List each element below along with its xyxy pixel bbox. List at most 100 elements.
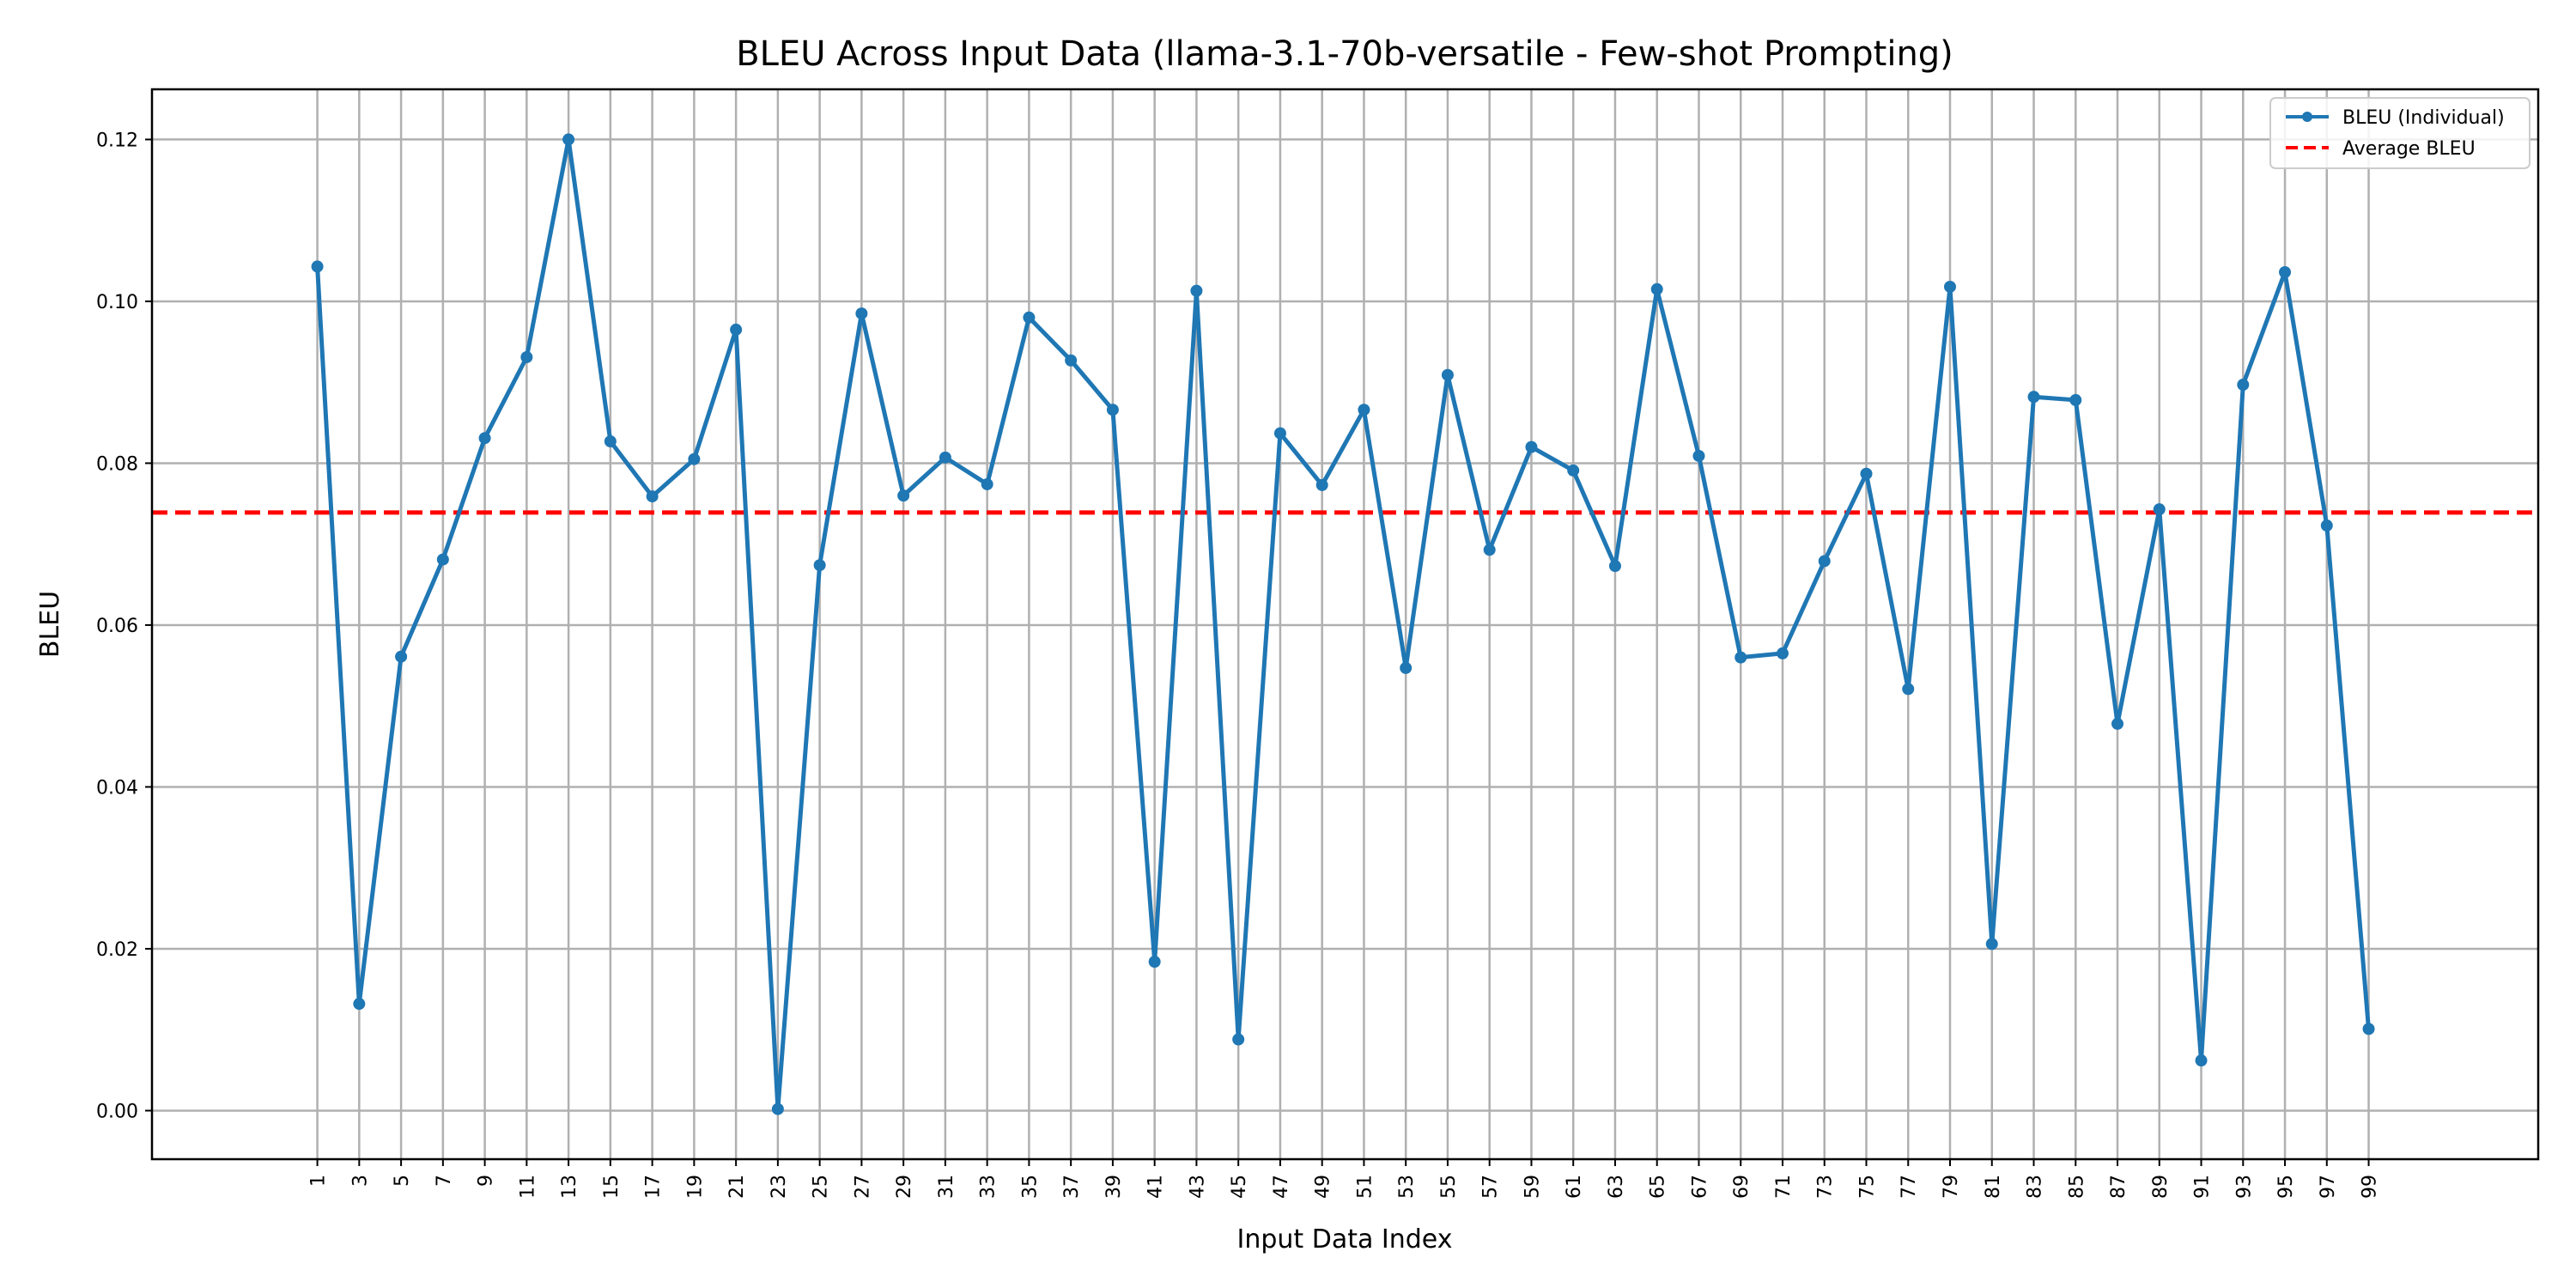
legend-label-average: Average BLEU xyxy=(2342,138,2476,160)
data-point xyxy=(1106,404,1119,416)
data-point xyxy=(311,260,324,273)
x-tick-label: 79 xyxy=(1941,1175,1962,1199)
x-tick-label: 25 xyxy=(811,1175,832,1199)
y-axis-ticks: 0.00 0.02 0.04 0.06 0.08 0.10 0.12 xyxy=(96,130,152,1122)
x-tick-label: 61 xyxy=(1564,1175,1585,1199)
x-tick-label: 1 xyxy=(308,1175,330,1187)
x-tick-label: 63 xyxy=(1606,1175,1627,1199)
x-tick-label: 59 xyxy=(1522,1175,1543,1199)
x-tick-label: 39 xyxy=(1103,1175,1125,1199)
data-point xyxy=(1985,938,1998,951)
data-point xyxy=(688,453,701,465)
data-point xyxy=(2237,379,2250,392)
bleu-individual-line xyxy=(315,137,2371,1112)
data-point xyxy=(2069,393,2082,406)
x-tick-label: 57 xyxy=(1480,1175,1502,1199)
x-tick-label: 15 xyxy=(601,1175,623,1199)
x-tick-label: 95 xyxy=(2275,1175,2297,1199)
x-tick-label: 5 xyxy=(392,1175,413,1187)
data-point xyxy=(1944,280,1957,293)
x-tick-label: 29 xyxy=(894,1175,915,1199)
legend: BLEU (Individual) Average BLEU xyxy=(2269,97,2530,169)
x-tick-label: 21 xyxy=(726,1175,748,1199)
data-point xyxy=(813,559,826,572)
y-tick-label: 0.04 xyxy=(96,777,138,799)
x-tick-label: 11 xyxy=(517,1175,538,1199)
data-point xyxy=(436,553,449,566)
data-point xyxy=(730,323,743,336)
data-point xyxy=(1650,283,1663,295)
x-tick-label: 67 xyxy=(1689,1175,1710,1199)
data-point xyxy=(646,490,659,503)
data-point xyxy=(1400,661,1413,674)
data-point xyxy=(2027,391,2040,404)
x-tick-label: 71 xyxy=(1773,1175,1795,1199)
x-tick-label: 87 xyxy=(2108,1175,2129,1199)
data-point xyxy=(771,1103,784,1115)
data-point xyxy=(520,350,533,363)
x-tick-label: 75 xyxy=(1856,1175,1878,1199)
y-tick-label: 0.00 xyxy=(96,1101,138,1122)
y-tick-label: 0.02 xyxy=(96,939,138,961)
data-point xyxy=(1902,683,1915,696)
data-point xyxy=(1776,647,1789,659)
legend-series-marker xyxy=(2302,112,2312,122)
x-tick-label: 97 xyxy=(2318,1175,2339,1199)
chart-title: BLEU Across Input Data (llama-3.1-70b-ve… xyxy=(736,34,1953,74)
series-layer xyxy=(311,133,2375,1115)
x-tick-label: 51 xyxy=(1354,1175,1376,1199)
data-point xyxy=(1273,427,1286,440)
data-point xyxy=(1232,1033,1245,1046)
data-point xyxy=(2362,1023,2375,1036)
x-tick-label: 85 xyxy=(2066,1175,2087,1199)
x-tick-label: 91 xyxy=(2192,1175,2214,1199)
data-point xyxy=(1023,311,1036,324)
x-tick-label: 19 xyxy=(684,1175,706,1199)
data-point xyxy=(1190,284,1203,297)
x-tick-label: 9 xyxy=(476,1175,497,1187)
data-point xyxy=(2153,503,2166,516)
legend-label-individual: BLEU (Individual) xyxy=(2342,107,2505,129)
x-tick-label: 43 xyxy=(1187,1175,1208,1199)
data-point xyxy=(604,434,617,447)
data-point xyxy=(1441,368,1454,381)
data-point xyxy=(1065,354,1078,367)
x-tick-label: 69 xyxy=(1731,1175,1753,1199)
data-point xyxy=(1483,544,1496,556)
x-tick-label: 37 xyxy=(1061,1175,1083,1199)
data-point xyxy=(395,650,408,663)
x-axis-ticks: 1 3 5 7 9 11 13 15 17 19 21 23 25 27 29 31 33 35 37 39 41 43 4… xyxy=(308,1159,2381,1199)
legend-box xyxy=(2269,97,2530,169)
x-tick-label: 83 xyxy=(2025,1175,2046,1199)
x-tick-label: 31 xyxy=(936,1175,957,1199)
x-tick-label: 13 xyxy=(559,1175,580,1199)
data-point xyxy=(1818,555,1831,568)
data-point xyxy=(939,451,951,464)
x-tick-label: 47 xyxy=(1271,1175,1292,1199)
grid xyxy=(152,89,2538,1159)
x-tick-label: 35 xyxy=(1019,1175,1041,1199)
data-point xyxy=(1608,560,1621,573)
x-tick-label: 99 xyxy=(2360,1175,2381,1199)
y-tick-label: 0.08 xyxy=(96,453,138,475)
x-tick-label: 17 xyxy=(643,1175,665,1199)
x-tick-label: 7 xyxy=(434,1175,455,1187)
data-point xyxy=(1148,956,1161,969)
x-tick-label: 23 xyxy=(769,1175,790,1199)
data-point xyxy=(2111,717,2124,730)
data-point xyxy=(1525,440,1538,453)
data-point xyxy=(855,307,868,320)
data-point xyxy=(2320,519,2333,532)
data-point xyxy=(1735,651,1747,664)
data-point xyxy=(562,133,575,146)
x-tick-label: 55 xyxy=(1438,1175,1460,1199)
data-point xyxy=(353,998,366,1011)
x-tick-label: 27 xyxy=(852,1175,873,1199)
data-point xyxy=(981,477,993,490)
x-tick-label: 65 xyxy=(1648,1175,1669,1199)
y-axis-label: BLEU xyxy=(35,591,65,658)
x-tick-label: 3 xyxy=(349,1175,371,1187)
